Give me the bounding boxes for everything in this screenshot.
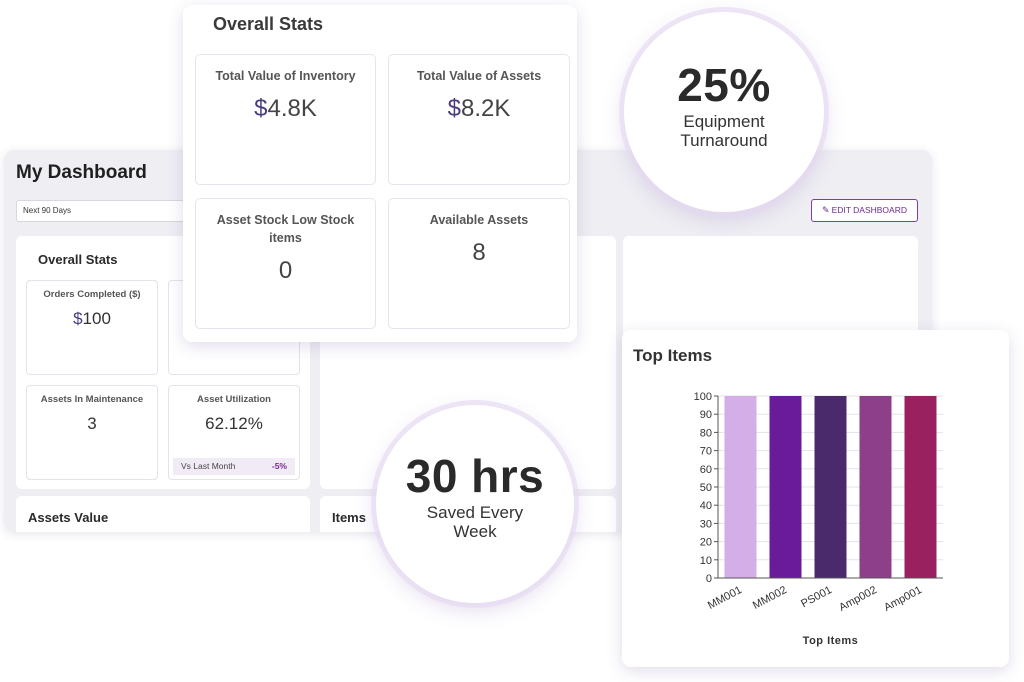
comparison-value: -5% bbox=[271, 461, 287, 471]
y-tick-label: 100 bbox=[694, 391, 712, 403]
stat-label: Asset Utilization bbox=[197, 394, 271, 405]
y-tick-label: 20 bbox=[700, 537, 712, 549]
comparison-row: Vs Last Month -5% bbox=[173, 458, 295, 475]
stat-card-asset-utilization: Asset Utilization 62.12% Vs Last Month -5… bbox=[168, 385, 300, 480]
stat-label: Assets In Maintenance bbox=[40, 394, 144, 405]
comparison-label: Vs Last Month bbox=[181, 461, 236, 471]
stat-value: 0 bbox=[278, 257, 293, 284]
bar bbox=[814, 396, 847, 578]
y-tick-label: 30 bbox=[700, 518, 712, 530]
date-range-select[interactable]: Next 90 Days bbox=[16, 200, 196, 222]
pencil-icon: ✎ bbox=[822, 205, 830, 215]
stat-value: 3 bbox=[87, 414, 97, 433]
stat-label: Asset Stock Low Stock items bbox=[216, 213, 355, 245]
assets-value-panel: Assets Value bbox=[16, 496, 310, 532]
bar bbox=[859, 396, 892, 578]
x-tick-label: MM001 bbox=[706, 584, 744, 612]
assets-value-title: Assets Value bbox=[28, 510, 109, 525]
turnaround-value: 25% bbox=[677, 59, 771, 111]
stat-value: $4.8K bbox=[254, 95, 317, 122]
stat-value: 8 bbox=[472, 239, 486, 266]
y-tick-label: 50 bbox=[700, 482, 712, 494]
bar bbox=[724, 396, 757, 578]
dashboard-title: My Dashboard bbox=[16, 162, 147, 183]
y-tick-label: 0 bbox=[706, 573, 712, 585]
stat-label: Available Assets bbox=[429, 213, 529, 227]
overall-stats-title: Overall Stats bbox=[213, 14, 324, 34]
edit-dashboard-button[interactable]: ✎ EDIT DASHBOARD bbox=[811, 199, 918, 222]
bar bbox=[904, 396, 937, 578]
stat-card-available-assets: Available Assets 8 bbox=[388, 198, 570, 329]
y-tick-label: 80 bbox=[700, 427, 712, 439]
top-items-title: Top Items bbox=[633, 346, 713, 365]
items-title: Items bbox=[332, 510, 366, 525]
x-tick-label: MM002 bbox=[751, 584, 789, 612]
stat-card-inventory-value: Total Value of Inventory $4.8K bbox=[195, 54, 376, 185]
x-tick-label: Amp002 bbox=[837, 584, 879, 614]
stat-value: 62.12% bbox=[205, 414, 263, 433]
saved-time-callout: 30 hrs Saved Every Week bbox=[376, 405, 574, 603]
turnaround-label-line1: Equipment bbox=[683, 112, 765, 131]
saved-time-label-line2: Week bbox=[453, 522, 497, 541]
saved-time-value: 30 hrs bbox=[405, 450, 545, 502]
overall-stats-card: Overall Stats Total Value of Inventory $… bbox=[183, 5, 577, 342]
edit-dashboard-label: EDIT DASHBOARD bbox=[831, 205, 907, 215]
stat-card-orders-completed: Orders Completed ($) $100 bbox=[26, 280, 158, 375]
x-tick-label: Amp001 bbox=[882, 584, 924, 614]
turnaround-callout: 25% Equipment Turnaround bbox=[624, 12, 824, 212]
panel-title: Overall Stats bbox=[38, 252, 118, 267]
x-axis-label: Top Items bbox=[803, 635, 859, 647]
stat-value: $100 bbox=[73, 309, 111, 328]
stat-label: Total Value of Inventory bbox=[215, 69, 356, 83]
x-tick-label: PS001 bbox=[799, 584, 834, 610]
stat-value: $8.2K bbox=[447, 95, 511, 122]
y-tick-label: 90 bbox=[700, 409, 712, 421]
stat-label: Orders Completed ($) bbox=[43, 289, 141, 300]
saved-time-label-line1: Saved Every bbox=[426, 503, 524, 522]
y-tick-label: 70 bbox=[700, 446, 712, 458]
stat-card-assets-value: Total Value of Assets $8.2K bbox=[388, 54, 570, 185]
bar bbox=[769, 396, 802, 578]
stat-label: Total Value of Assets bbox=[416, 69, 542, 83]
top-items-card: Top Items 0 10 20 30 40 50 60 70 80 90 100 MM001 MM0… bbox=[622, 330, 1009, 667]
y-tick-label: 40 bbox=[700, 500, 712, 512]
stat-card-assets-in-maintenance: Assets In Maintenance 3 bbox=[26, 385, 158, 480]
turnaround-label-line2: Turnaround bbox=[680, 131, 768, 150]
stat-card-low-stock: Asset Stock Low Stock items 0 bbox=[195, 198, 376, 329]
y-tick-label: 10 bbox=[700, 555, 712, 567]
y-tick-label: 60 bbox=[700, 464, 712, 476]
